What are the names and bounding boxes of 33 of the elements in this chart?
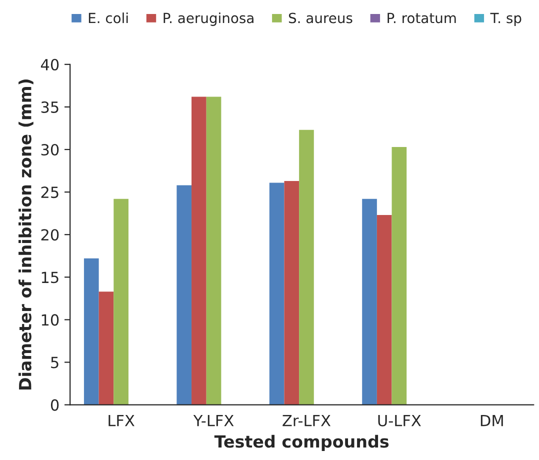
bar xyxy=(376,215,392,405)
x-tick-label: Zr-LFX xyxy=(282,414,331,426)
bar xyxy=(206,96,222,405)
bar xyxy=(392,146,407,405)
x-tick-label: LFX xyxy=(108,414,134,426)
bar xyxy=(192,96,206,405)
bar xyxy=(362,198,377,405)
y-tick-label: 10 xyxy=(42,314,59,326)
x-axis-title: Tested compounds xyxy=(214,434,389,451)
legend-label: E. coli xyxy=(88,12,128,24)
bar xyxy=(176,185,192,405)
y-tick-label: 0 xyxy=(50,399,59,411)
y-axis-title: Diameter of inhibition zone (mm) xyxy=(18,80,34,390)
legend-label: P. aeruginosa xyxy=(164,12,254,26)
y-tick-label: 5 xyxy=(51,356,58,368)
bar xyxy=(299,130,314,405)
bar xyxy=(98,292,114,405)
x-tick-label: Y-LFX xyxy=(193,414,234,426)
bar xyxy=(269,182,284,405)
x-tick-label: DM xyxy=(480,414,503,426)
y-tick-label: 25 xyxy=(41,186,58,198)
bar xyxy=(284,180,300,405)
y-tick-label: 20 xyxy=(41,229,59,241)
legend-label: S. aureus xyxy=(288,12,352,24)
y-tick-label: 15 xyxy=(42,272,58,284)
y-tick-label: 30 xyxy=(41,144,59,156)
legend-label: T. sp xyxy=(490,12,522,26)
bar xyxy=(114,198,128,405)
bar xyxy=(84,258,99,405)
y-tick-label: 40 xyxy=(40,58,59,70)
legend-label: P. rotatum xyxy=(388,12,456,24)
x-tick-label: U-LFX xyxy=(378,414,421,426)
y-tick-label: 35 xyxy=(41,101,58,113)
